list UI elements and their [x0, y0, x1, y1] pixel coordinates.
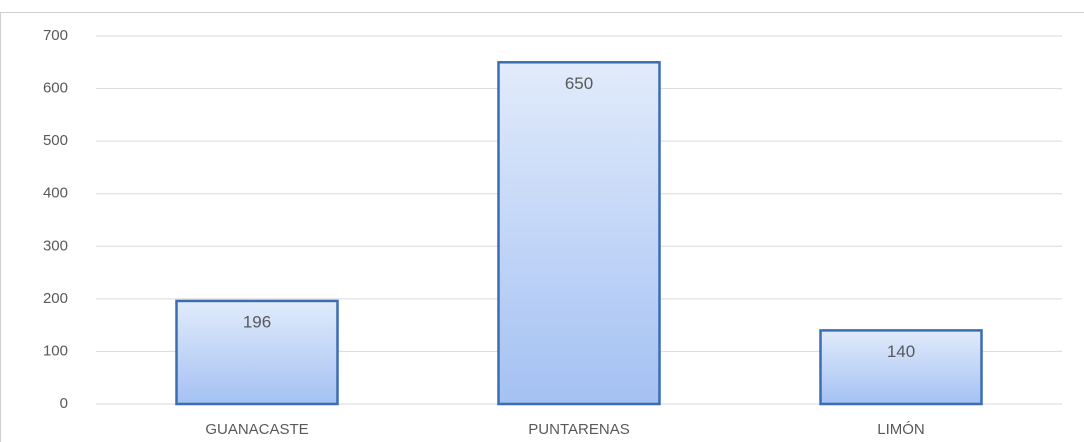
data-label: 196 [243, 312, 271, 331]
y-tick-label: 0 [60, 395, 68, 412]
y-tick-label: 500 [43, 132, 68, 149]
x-tick-label: LIMÓN [877, 421, 925, 438]
bar [497, 61, 661, 406]
data-label: 140 [887, 342, 915, 361]
y-tick-label: 700 [43, 27, 68, 44]
y-tick-label: 100 [43, 342, 68, 359]
chart-border [0, 12, 1084, 442]
bar [819, 329, 983, 406]
data-label: 650 [565, 74, 593, 93]
x-tick-label: PUNTARENAS [528, 421, 629, 438]
x-tick-label: GUANACASTE [205, 421, 308, 438]
y-tick-label: 600 [43, 80, 68, 97]
y-tick-label: 300 [43, 237, 68, 254]
bar [175, 299, 339, 406]
y-tick-label: 200 [43, 290, 68, 307]
y-tick-label: 400 [43, 185, 68, 202]
